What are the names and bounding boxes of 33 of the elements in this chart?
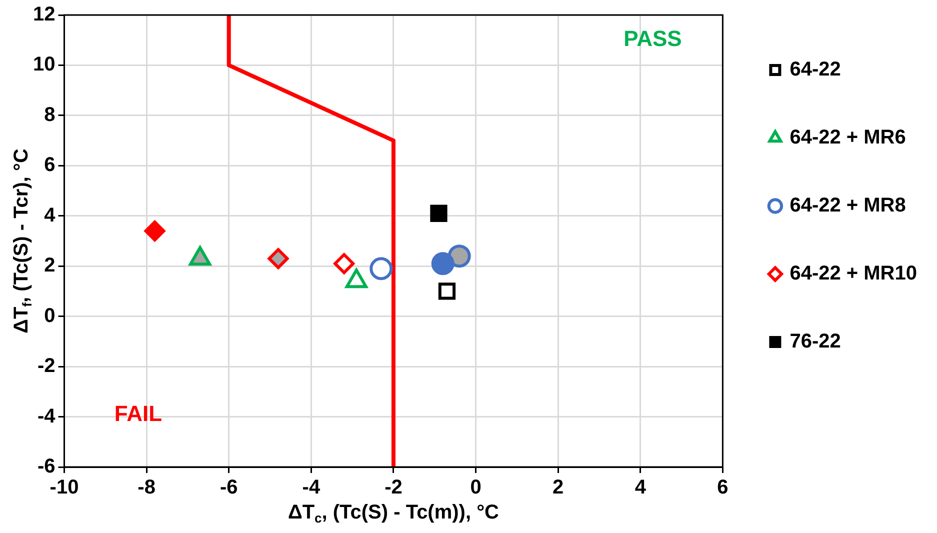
x-tick-label: -10 <box>50 476 79 499</box>
legend-label: 76-22 <box>790 330 841 353</box>
y-axis-title: ΔTf, (Tc(S) - Tcr), °C <box>10 148 35 334</box>
annotation: FAIL <box>114 401 162 426</box>
x-tick-label: -8 <box>138 476 156 499</box>
x-tick-label: 0 <box>470 476 482 499</box>
x-tick-label: 2 <box>552 476 564 499</box>
point <box>370 257 393 280</box>
legend-label: 64-22 <box>790 58 841 81</box>
y-tick-label: 6 <box>44 154 56 176</box>
y-tick-label: 10 <box>32 54 56 76</box>
point <box>431 252 454 276</box>
point <box>144 220 166 242</box>
y-tick-label: -4 <box>37 405 56 428</box>
y-tick-label: -6 <box>37 456 56 478</box>
x-tick-label: 6 <box>717 476 728 499</box>
annotation: PASS <box>624 26 682 52</box>
x-tick-label: -6 <box>220 476 238 499</box>
x-tick-label: 4 <box>634 476 647 499</box>
legend-label: 64-22 + MR8 <box>790 194 906 217</box>
y-tick-label: 4 <box>44 204 56 226</box>
y-tick-label: -2 <box>37 355 56 378</box>
x-tick-label: -4 <box>302 476 321 499</box>
y-tick-label: 0 <box>44 304 56 327</box>
y-tick-label: 12 <box>32 4 56 26</box>
point <box>334 253 355 274</box>
point <box>430 204 448 222</box>
legend-label: 64-22 + MR10 <box>790 262 917 285</box>
y-tick-label: 8 <box>44 104 56 126</box>
x-tick-label: -2 <box>384 476 402 499</box>
y-tick-label: 2 <box>44 254 56 277</box>
legend-label: 64-22 + MR6 <box>790 126 906 149</box>
point <box>438 282 456 300</box>
